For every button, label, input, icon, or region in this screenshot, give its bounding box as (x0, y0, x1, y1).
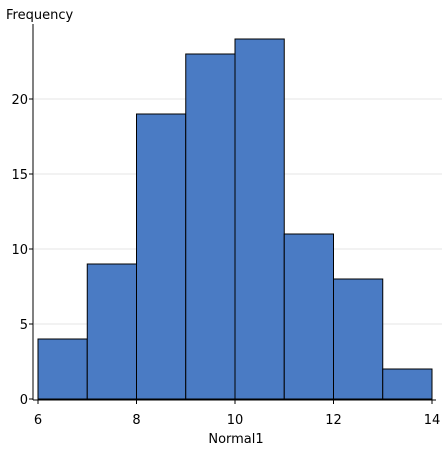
x-tick-label-6: 6 (34, 413, 42, 428)
y-axis-ticks: 0 5 10 15 20 (11, 93, 33, 408)
histogram-bar-6-7 (37, 338, 88, 400)
y-tick-label-0: 0 (20, 393, 28, 408)
x-tick-label-12: 12 (325, 413, 342, 428)
y-tick-label-10: 10 (11, 243, 28, 258)
histogram-bar-10-11 (234, 38, 285, 400)
y-axis-title: Frequency (6, 8, 73, 23)
x-tick-label-8: 8 (132, 413, 140, 428)
y-tick-label-20: 20 (11, 93, 28, 108)
y-tick-label-15: 15 (11, 168, 28, 183)
histogram-bar-13-14 (382, 368, 433, 400)
histogram-bars (37, 38, 433, 400)
histogram-bar-8-9 (136, 113, 187, 400)
y-tick-label-5: 5 (20, 318, 28, 333)
histogram-bar-7-8 (86, 263, 137, 400)
histogram-bar-9-10 (185, 53, 236, 400)
x-tick-label-14: 14 (424, 413, 441, 428)
x-axis-title: Normal1 (208, 432, 263, 447)
x-tick-label-10: 10 (227, 413, 244, 428)
histogram-bar-11-12 (283, 233, 334, 400)
histogram-bar-12-13 (333, 278, 384, 400)
x-axis-ticks: 6 8 10 12 14 (34, 400, 440, 428)
